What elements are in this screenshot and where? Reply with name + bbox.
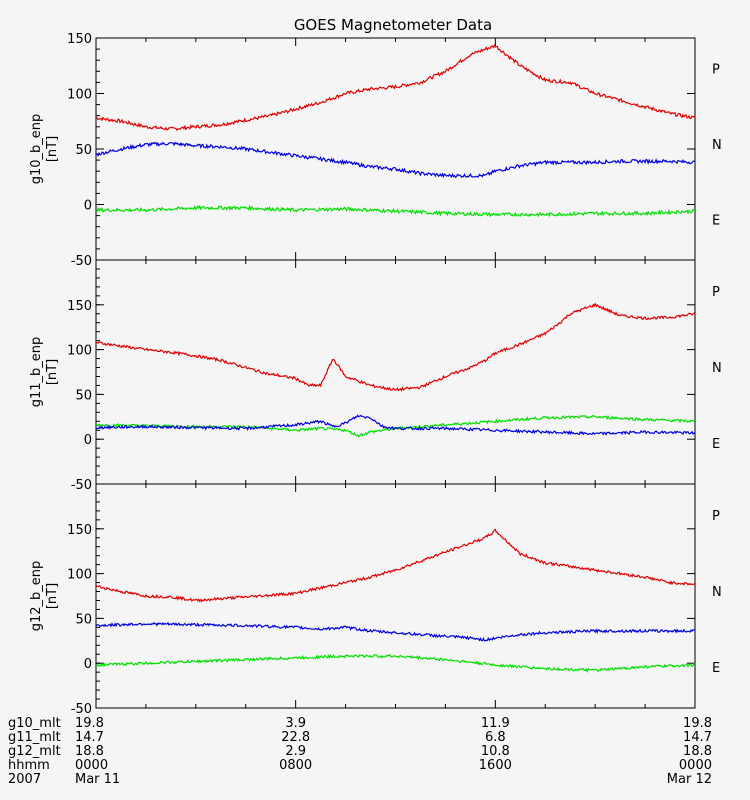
x-tick-value-g12_mlt: 18.8 — [75, 744, 104, 759]
y-tick-label: 50 — [75, 388, 92, 403]
y-axis-label: g12_b_enp — [29, 561, 44, 632]
series-line-n — [95, 621, 696, 642]
x-tick-value-g12_mlt: 10.8 — [481, 744, 510, 759]
panel-frame — [95, 37, 696, 261]
x-tick-value-date: Mar 12 — [667, 772, 712, 787]
legend-p: P — [712, 509, 720, 524]
x-tick-value-g12_mlt: 2.9 — [285, 744, 306, 759]
series-line-n — [95, 141, 696, 179]
y-axis-label: g11_b_enp — [29, 337, 44, 408]
x-tick-value-hhmm: 0000 — [679, 758, 712, 773]
series-line-e — [95, 414, 696, 436]
y-axis-unit: [nT] — [45, 136, 60, 162]
y-tick-label: 100 — [67, 88, 92, 103]
x-tick-value-g11_mlt: 6.8 — [485, 730, 506, 745]
x-row-label: hhmm — [8, 758, 50, 773]
panel-frame — [95, 483, 696, 709]
y-tick-label: -50 — [71, 254, 92, 269]
x-tick-value-hhmm: 0800 — [279, 758, 312, 773]
y-tick-label: 150 — [67, 32, 92, 47]
x-tick-value-g11_mlt: 14.7 — [75, 730, 104, 745]
x-tick-value-g10_mlt: 19.8 — [75, 716, 104, 731]
series-line-p — [95, 528, 695, 603]
x-row-label: g12_mlt — [8, 744, 61, 759]
y-axis-unit: [nT] — [45, 359, 60, 385]
legend-p: P — [712, 63, 720, 78]
x-tick-value-g10_mlt: 19.8 — [683, 716, 712, 731]
x-row-label: g11_mlt — [8, 730, 61, 745]
legend-e: E — [712, 437, 720, 452]
panel-2: 150 100 50 0 -50 g11_b_enp [nT] P N E — [29, 259, 722, 493]
x-tick-value-date: Mar 11 — [75, 772, 120, 787]
legend-n: N — [712, 585, 722, 600]
series-line-e — [95, 204, 695, 218]
y-axis-unit: [nT] — [45, 583, 60, 609]
series-line-e — [95, 653, 695, 673]
legend-e: E — [712, 661, 720, 676]
x-tick-value-g11_mlt: 22.8 — [281, 730, 310, 745]
panel-1: 150 100 50 0 -50 g10_b_enp [nT] P N E — [29, 32, 722, 269]
x-tick-value-g10_mlt: 3.9 — [285, 716, 306, 731]
y-tick-label: 0 — [84, 433, 92, 448]
legend-n: N — [712, 138, 722, 153]
y-tick-label: 0 — [84, 199, 92, 214]
y-tick-label: 100 — [67, 568, 92, 583]
chart-title: GOES Magnetometer Data — [294, 16, 492, 34]
y-axis-label: g10_b_enp — [29, 114, 44, 185]
y-tick-label: 0 — [84, 657, 92, 672]
x-tick-value-g10_mlt: 11.9 — [481, 716, 510, 731]
legend-p: P — [712, 285, 720, 300]
x-row-label: g10_mlt — [8, 716, 61, 731]
y-tick-label: 50 — [75, 612, 92, 627]
x-tick-value-hhmm: 0000 — [75, 758, 108, 773]
series-line-p — [95, 43, 696, 132]
panel-3: 150 100 50 0 -50 g12_b_enp [nT] P N E — [29, 483, 722, 717]
y-tick-label: 100 — [67, 344, 92, 359]
y-tick-label: 50 — [75, 143, 92, 158]
x-tick-value-hhmm: 1600 — [479, 758, 512, 773]
x-tick-value-g12_mlt: 18.8 — [683, 744, 712, 759]
series-line-p — [95, 302, 696, 392]
x-tick-value-g11_mlt: 14.7 — [683, 730, 712, 745]
legend-e: E — [712, 213, 720, 228]
y-tick-label: -50 — [71, 478, 92, 493]
y-tick-label: -50 — [71, 702, 92, 717]
y-tick-label: 150 — [67, 523, 92, 538]
x-row-label: 2007 — [8, 772, 41, 787]
y-tick-label: 150 — [67, 299, 92, 314]
legend-n: N — [712, 361, 722, 376]
panel-frame — [95, 259, 696, 485]
